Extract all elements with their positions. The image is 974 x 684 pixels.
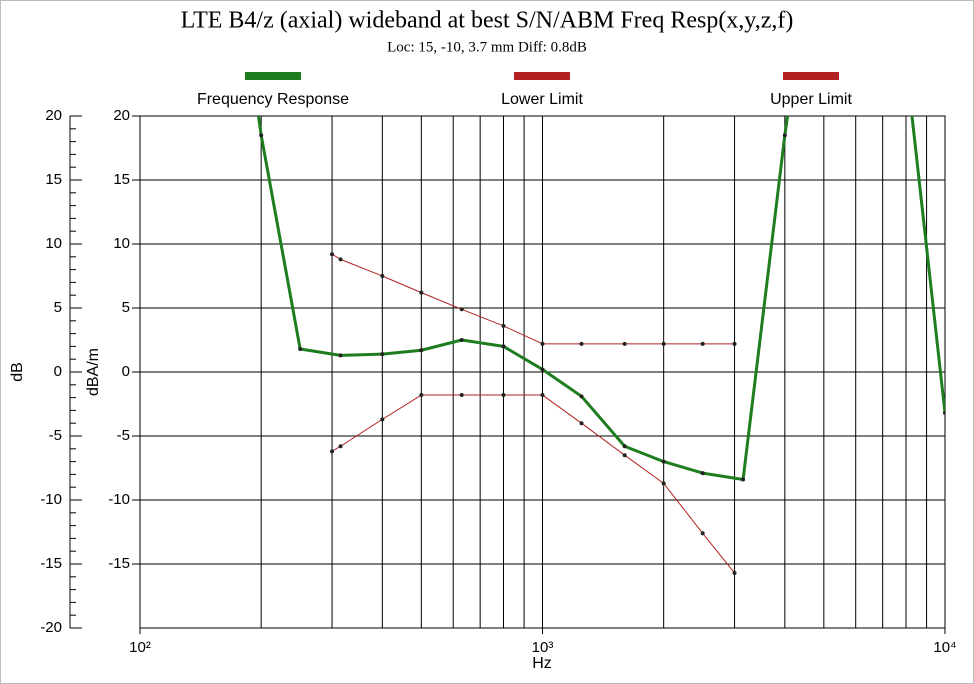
series-line [256,116,945,482]
y-tick-label: 20 [45,107,62,124]
data-point [579,394,584,399]
data-point [330,449,335,454]
data-point [732,341,737,346]
data-point [661,341,666,346]
data-point [661,459,666,464]
data-point [380,417,385,422]
chart-title: LTE B4/z (axial) wideband at best S/N/AB… [181,8,794,34]
data-point [338,353,343,358]
data-point [579,421,584,426]
y-tick-label: -5 [49,427,62,444]
data-point [540,393,545,398]
data-point [419,348,424,353]
y-axis-label: dB [9,362,26,382]
data-point [622,341,627,346]
x-axis-label: Hz [532,655,552,672]
y2-tick-label: 15 [113,171,130,188]
series-line [331,253,735,345]
data-point [330,252,335,257]
data-point [501,393,506,398]
data-point [501,323,506,328]
y2-tick-label: 5 [122,299,130,316]
data-point [419,393,424,398]
data-point [259,133,264,138]
x-tick-label: 10⁴ [933,639,956,656]
y-tick-label: 15 [45,171,62,188]
y-tick-label: 10 [45,235,62,252]
legend-label: Upper Limit [770,91,852,108]
legend-label: Lower Limit [501,91,583,108]
y-tick-label: 5 [54,299,62,316]
legend-label: Frequency Response [197,91,349,108]
y-tick-label: -20 [40,619,62,636]
data-point [338,257,343,262]
data-point [459,338,464,342]
data-point [700,341,705,346]
data-point [459,307,464,312]
y2-axis-label: dBA/m [85,348,102,396]
y2-tick-label: -5 [117,427,130,444]
data-point [380,274,385,278]
data-point [380,352,385,357]
legend-swatch [245,72,301,80]
data-point [700,471,705,476]
legend-swatch [783,72,839,80]
y2-tick-label: -15 [108,555,130,572]
data-point [943,410,945,415]
data-point [661,481,666,486]
data-point [700,531,705,536]
data-point [540,367,545,372]
data-point [622,453,627,458]
y-tick-label: -15 [40,555,62,572]
data-point [741,477,746,482]
y2-tick-label: 10 [113,235,130,252]
data-point [782,133,787,138]
y2-tick-label: 20 [113,107,130,124]
legend-swatch [514,72,570,80]
series-group [256,116,945,575]
data-point [579,341,584,346]
chart-subtitle: Loc: 15, -10, 3.7 mm Diff: 0.8dB [387,39,587,55]
y2-tick-label: -10 [108,491,130,508]
y2-tick-label: 0 [122,363,130,380]
series-line [331,394,735,574]
data-point [419,290,424,295]
y-tick-label: 0 [54,363,62,380]
x-tick-label: 10³ [532,639,554,656]
data-point [732,570,737,575]
y-tick-label: -10 [40,491,62,508]
data-point [540,341,545,346]
x-tick-label: 10² [129,639,151,656]
data-point [501,344,506,349]
data-point [459,393,464,398]
data-point [622,444,627,449]
data-point [298,346,303,351]
data-point [338,444,343,449]
